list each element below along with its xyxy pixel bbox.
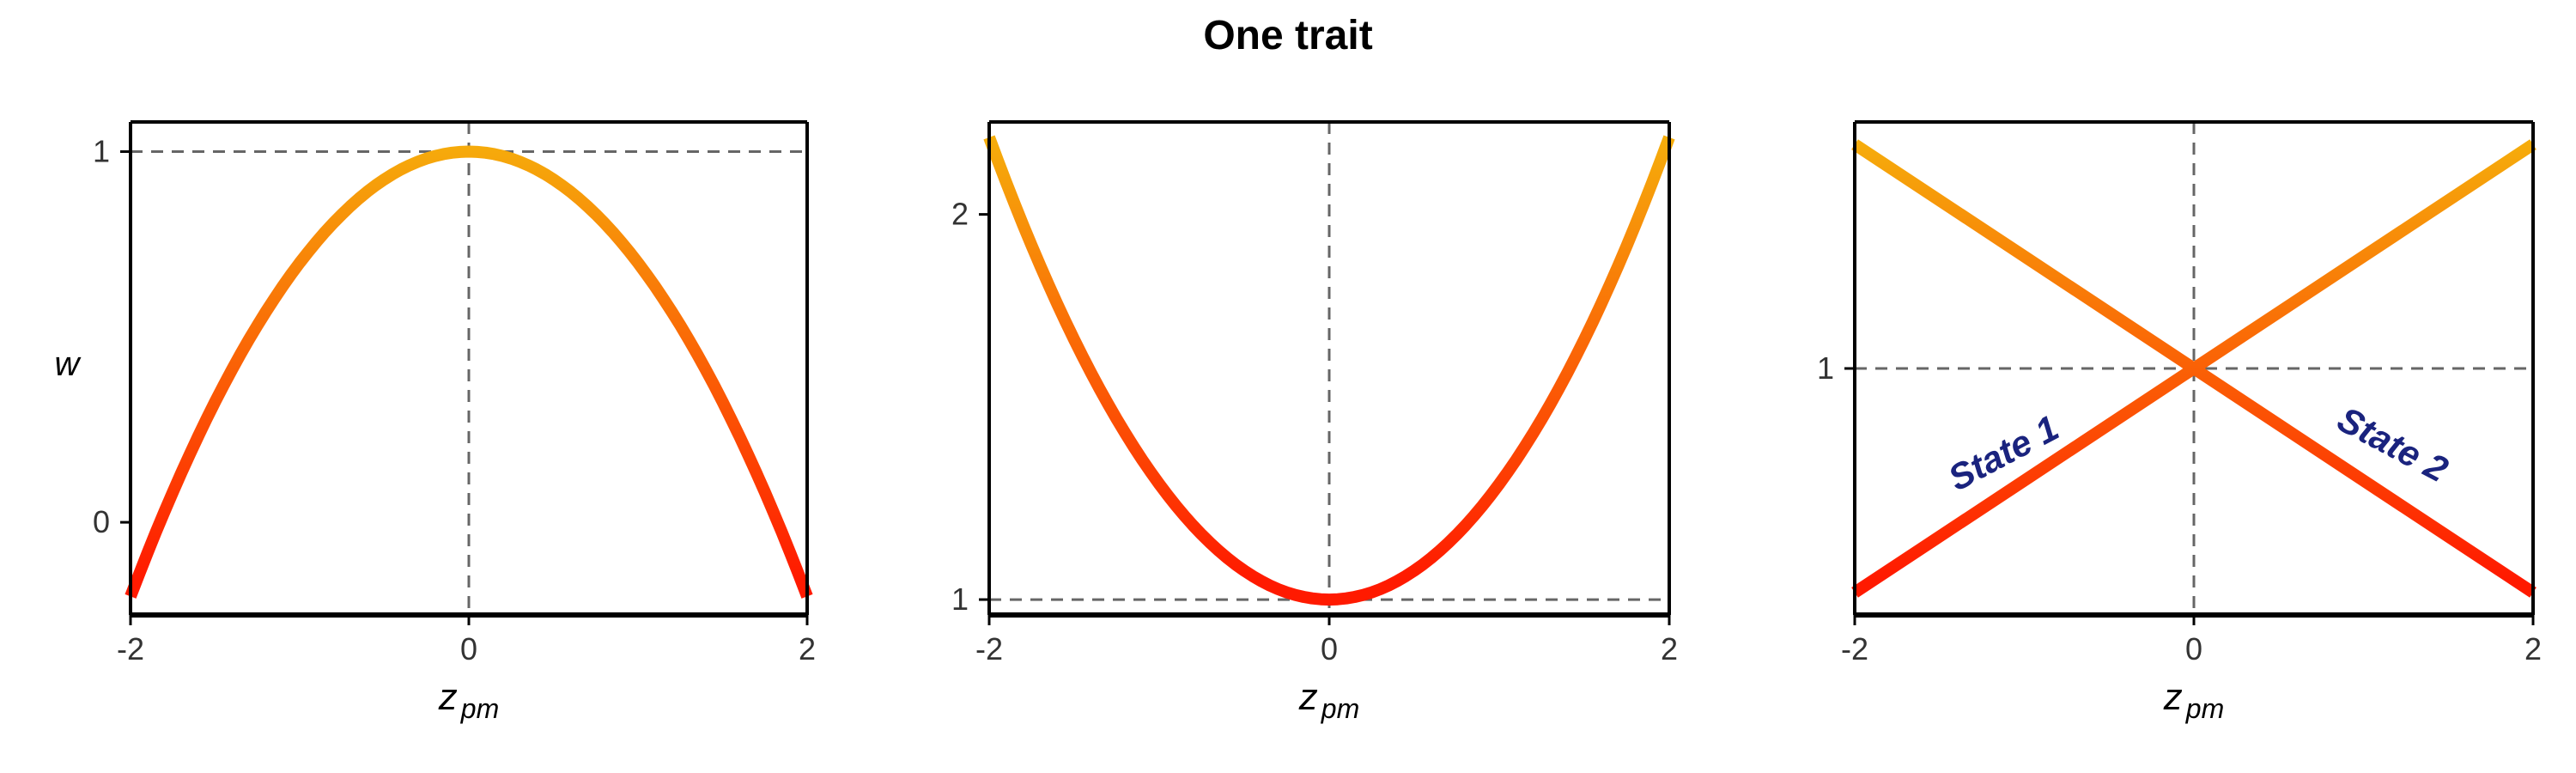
x-tick-label: 0 (460, 631, 477, 666)
x-axis-title: z pm (2163, 676, 2224, 724)
x-axis-title: z pm (438, 676, 499, 724)
x-tick-label: 0 (1321, 631, 1338, 666)
y-tick-label: 1 (93, 134, 110, 169)
series-line-2 (1851, 139, 2537, 598)
y-axis-title: w (55, 345, 82, 383)
x-tick-label: -2 (1841, 631, 1868, 666)
panel-linear-crossing: State 1 State 2-2 0 21z pm (1817, 120, 2542, 724)
x-tick-label: 2 (2524, 631, 2542, 666)
panel-quadratic-convex: -2 0 2 1 2 z pm (951, 120, 1678, 724)
y-tick-label: 2 (951, 197, 969, 232)
x-tick-label: 2 (799, 631, 816, 666)
x-tick-label: -2 (117, 631, 144, 666)
x-tick-label: 0 (2185, 631, 2202, 666)
y-tick-label: 1 (1817, 350, 1834, 386)
y-tick-label: 1 (951, 581, 969, 617)
figure-title: One trait (1203, 13, 1373, 58)
x-tick-label: 2 (1661, 631, 1678, 666)
series-annotation-1: State 1 (1941, 407, 2065, 498)
series-line-1 (125, 145, 813, 599)
x-tick-label: -2 (975, 631, 1003, 666)
x-axis-title: z pm (1298, 676, 1359, 724)
series-line-1 (983, 135, 1675, 606)
y-tick-label: 0 (93, 504, 110, 539)
panel-quadratic-concave: -2 0 2 0 1 z pm w (55, 120, 816, 724)
